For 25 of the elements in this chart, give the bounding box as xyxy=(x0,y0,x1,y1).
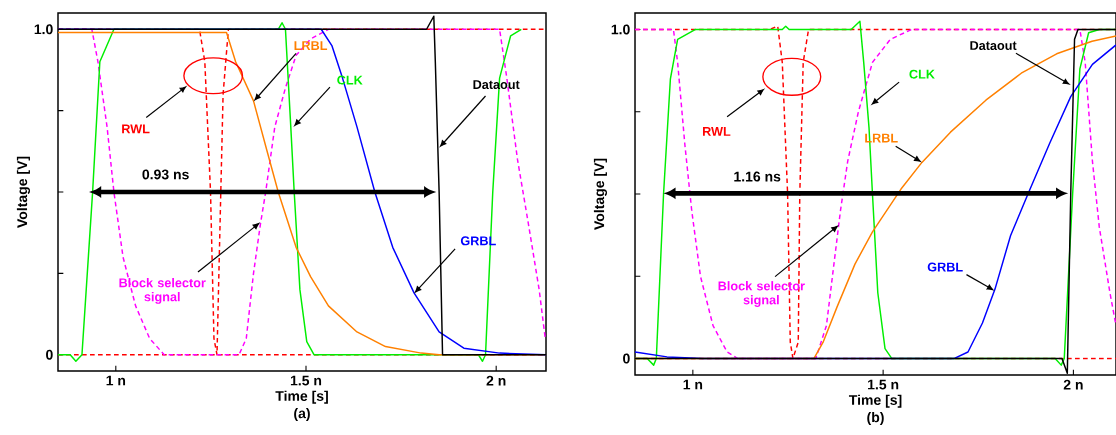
y-tick-label: 0 xyxy=(623,353,630,364)
x-tick-label: 1.5 n xyxy=(868,379,899,390)
annotation: 1.16 ns xyxy=(734,171,781,182)
text: Dataout xyxy=(970,41,1017,50)
text: (b) xyxy=(867,411,884,426)
text: GRBL xyxy=(927,262,963,272)
y-axis-title: Voltage [V] xyxy=(593,158,608,230)
x-axis-title: Time [s] xyxy=(275,390,328,404)
text: CLK xyxy=(909,69,935,79)
text: RWL xyxy=(122,124,150,134)
y-axis-title: Voltage [V] xyxy=(16,156,31,228)
y-tick-label: 1.0 xyxy=(611,24,630,35)
annotation: 0.93 ns xyxy=(142,169,189,180)
text: RWL xyxy=(703,127,731,136)
y-tick-label: 0 xyxy=(46,349,53,360)
text: (a) xyxy=(294,407,310,422)
x-tick-label: 1 n xyxy=(683,379,703,390)
x-tick-label: 2 n xyxy=(1063,379,1083,390)
x-tick-label: 1.5 n xyxy=(290,375,322,386)
series-label: Block selector signal xyxy=(119,278,206,304)
x-axis-title: Time [s] xyxy=(848,394,902,408)
x-tick-label: 1 n xyxy=(106,375,126,386)
x-tick-label: 2 n xyxy=(486,375,506,386)
text: LRBL xyxy=(294,41,328,50)
y-tick-label: 1.0 xyxy=(34,24,53,35)
